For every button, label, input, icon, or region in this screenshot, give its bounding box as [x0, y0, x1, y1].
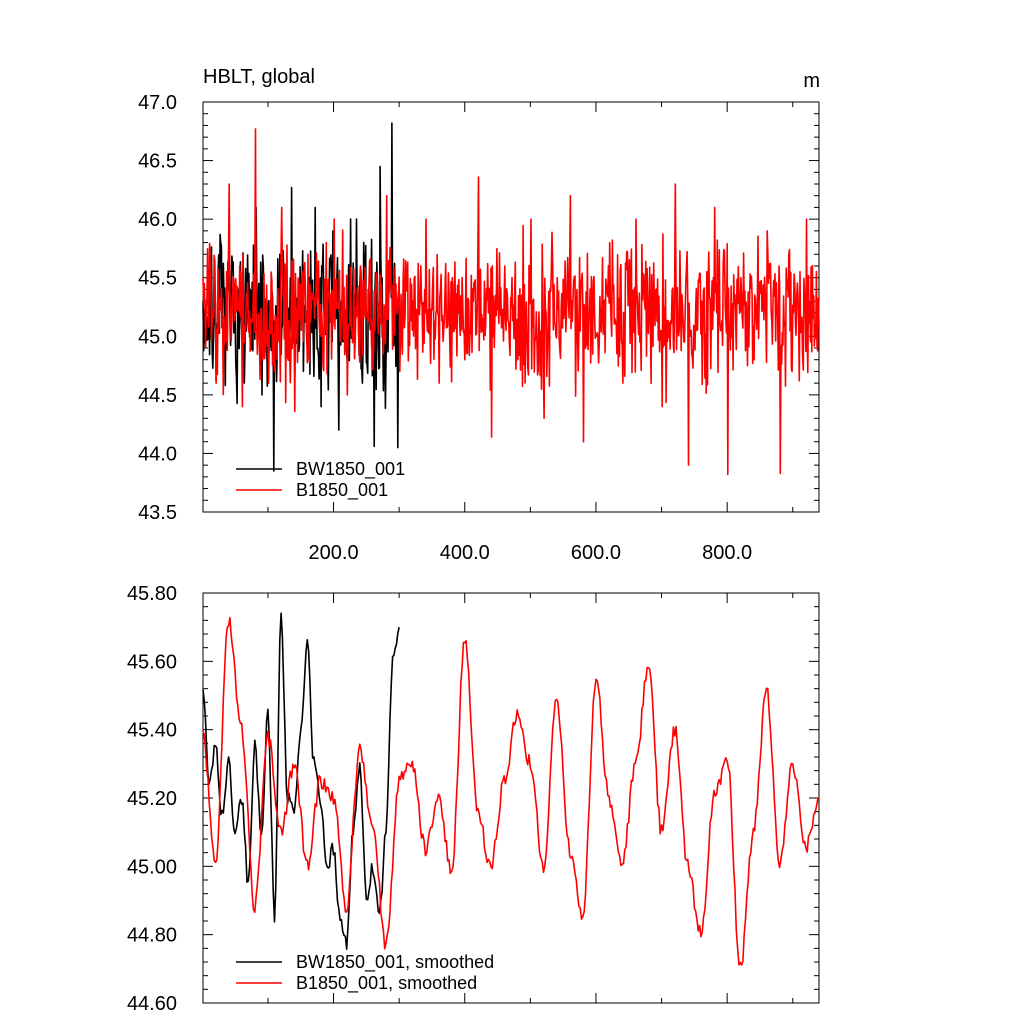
series-group — [202, 612, 820, 966]
x-tick-label: 200.0 — [309, 542, 359, 564]
series-line-bw1850 — [202, 612, 400, 950]
chart-title: HBLT, global — [203, 66, 315, 88]
y-tick-label: 45.20 — [127, 788, 177, 810]
y-tick-label: 47.0 — [138, 92, 177, 114]
y-tick-label: 46.5 — [138, 151, 177, 173]
y-tick-label: 44.5 — [138, 385, 177, 407]
panel-hblt-global: HBLT, global m 43.544.044.545.045.546.04… — [138, 66, 820, 564]
y-tick-label: 44.80 — [127, 925, 177, 947]
y-tick-label: 45.40 — [127, 720, 177, 742]
x-tick-label: 600.0 — [571, 542, 621, 564]
y-tick-label: 45.60 — [127, 651, 177, 673]
series-group — [202, 122, 820, 476]
y-tick-label: 45.00 — [127, 856, 177, 878]
legend-label: BW1850_001 — [296, 459, 405, 480]
y-tick-label: 43.5 — [138, 502, 177, 524]
y-tick-label: 45.5 — [138, 268, 177, 290]
y-tick-label: 45.0 — [138, 326, 177, 348]
y-tick-label: 44.0 — [138, 443, 177, 465]
legend-label: BW1850_001, smoothed — [296, 952, 494, 973]
axis-ticks: 43.5 44.0 44.5 45.0 45.5 46.0 46.5 47.0 200.0 400… — [138, 92, 819, 564]
x-tick-label: 400.0 — [440, 542, 490, 564]
y-tick-label: 44.60 — [127, 993, 177, 1015]
y-tick-label: 45.80 — [127, 583, 177, 605]
legend-label: B1850_001 — [296, 480, 388, 501]
series-line-b1850 — [202, 128, 820, 476]
panel-hblt-smoothed: 44.60 44.80 45.00 45.20 45.40 45.60 45.80 BW18… — [127, 583, 820, 1015]
units-label: m — [803, 70, 820, 92]
legend-label: B1850_001, smoothed — [296, 973, 477, 994]
y-tick-label: 46.0 — [138, 209, 177, 231]
x-tick-label: 800.0 — [702, 542, 752, 564]
axis-ticks: 44.60 44.80 45.00 45.20 45.40 45.60 45.80 — [127, 583, 819, 1015]
series-line-b1850 — [202, 616, 820, 966]
